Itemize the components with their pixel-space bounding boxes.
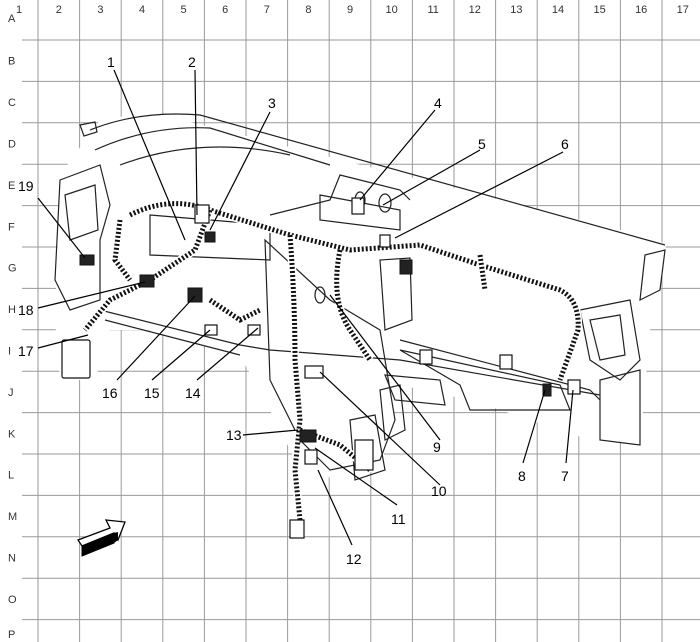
grid-row-label: G (8, 263, 17, 275)
callout-7: 7 (561, 468, 569, 484)
grid-column-label: 9 (347, 4, 353, 16)
grid-row-label: B (8, 56, 15, 68)
front-of-vehicle-arrow-icon (77, 519, 126, 557)
callout-13: 13 (226, 427, 242, 443)
grid-row-label: N (8, 553, 16, 565)
grid-column-label: 11 (427, 4, 438, 16)
callout-19: 19 (18, 178, 34, 194)
callout-6: 6 (561, 136, 569, 152)
grid-row-label: H (8, 304, 16, 316)
grid-column-label: 8 (305, 4, 311, 16)
grid-row-label: P (8, 629, 15, 641)
grid-column-label: 12 (469, 4, 481, 16)
callout-1: 1 (107, 54, 115, 70)
grid-row-label: K (8, 428, 16, 440)
callout-3: 3 (268, 95, 276, 111)
callout-8: 8 (518, 468, 526, 484)
callout-4: 4 (434, 95, 442, 111)
grid-row-label: M (8, 511, 17, 523)
instrument-panel-illustration (54, 112, 668, 481)
callout-16: 16 (102, 385, 118, 401)
grid-column-label: 5 (181, 4, 187, 16)
grid-row-label: A (8, 13, 16, 25)
callout-9: 9 (433, 439, 441, 455)
grid-column-label: 13 (510, 4, 522, 16)
callout-17: 17 (18, 343, 34, 359)
grid-column-label: 3 (97, 4, 103, 16)
callout-15: 15 (144, 385, 160, 401)
grid-row-label: J (8, 387, 14, 399)
callout-14: 14 (185, 385, 201, 401)
grid-column-label: 2 (56, 4, 62, 16)
callout-10: 10 (431, 483, 447, 499)
grid-row-label: L (8, 470, 14, 482)
grid-column-label: 4 (139, 4, 145, 16)
callout-labels: 1 2 3 4 5 6 7 8 9 10 11 12 13 14 15 16 1… (18, 54, 569, 567)
grid-column-labels: 1 2 3 4 5 6 7 8 9 10 11 12 13 14 15 16 17 (16, 4, 689, 16)
grid-row-label: D (8, 139, 16, 151)
grid-row-label: F (8, 221, 15, 233)
grid-row-label: E (8, 180, 15, 192)
grid-column-label: 14 (552, 4, 564, 16)
grid-column-label: 17 (677, 4, 689, 16)
callout-2: 2 (188, 54, 196, 70)
grid-column-label: 6 (222, 4, 228, 16)
grid-row-labels: A B C D E F G H I J K L M N O P (8, 13, 17, 641)
grid-column-label: 16 (635, 4, 647, 16)
grid-row-label: O (8, 594, 17, 606)
grid-column-label: 15 (593, 4, 605, 16)
grid-column-label: 10 (385, 4, 397, 16)
grid-column-label: 7 (264, 4, 270, 16)
grid-row-label: C (8, 97, 16, 109)
callout-12: 12 (346, 551, 362, 567)
callout-leaders (37, 69, 574, 546)
callout-18: 18 (18, 302, 34, 318)
callout-5: 5 (478, 136, 486, 152)
callout-11: 11 (391, 511, 406, 527)
grid-row-label: I (8, 346, 11, 358)
grid-column-label: 1 (16, 4, 22, 16)
connector-components (61, 197, 581, 539)
